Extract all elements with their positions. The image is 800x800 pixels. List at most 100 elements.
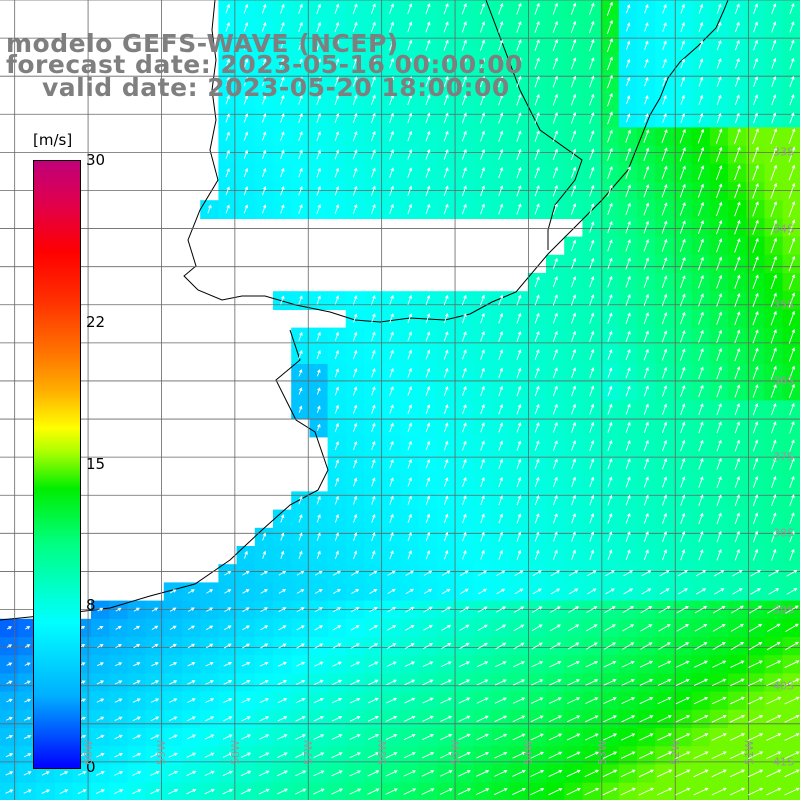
- wind-arrow: [352, 58, 358, 69]
- wind-arrow: [675, 733, 691, 741]
- wind-arrow: [187, 589, 195, 594]
- wind-arrow: [626, 58, 631, 68]
- wind-arrow: [298, 495, 303, 505]
- wind-arrow: [552, 330, 558, 342]
- wind-arrow: [626, 76, 631, 87]
- wind-arrow: [425, 57, 431, 69]
- wind-arrow: [480, 75, 486, 88]
- wind-arrow: [295, 734, 306, 740]
- valid-date: valid date: 2023-05-20 18:00:00: [42, 73, 510, 102]
- wind-arrow: [368, 625, 378, 631]
- wind-arrow: [169, 698, 178, 703]
- wind-arrow: [534, 57, 540, 70]
- wind-arrow: [589, 385, 595, 397]
- wind-arrow: [752, 421, 759, 434]
- wind-arrow: [789, 494, 795, 507]
- wind-arrow: [241, 734, 251, 740]
- wind-arrow: [516, 2, 522, 15]
- wind-arrow: [662, 3, 667, 14]
- wind-arrow: [367, 788, 380, 795]
- wind-arrow: [734, 476, 740, 488]
- wind-arrow: [96, 771, 105, 776]
- wind-arrow: [298, 58, 303, 69]
- wind-arrow: [734, 329, 741, 344]
- wind-arrow: [353, 459, 358, 469]
- wind-arrow: [621, 678, 635, 686]
- wind-arrow: [316, 112, 322, 123]
- wind-arrow: [534, 403, 540, 415]
- wind-arrow: [498, 513, 504, 524]
- wind-arrow: [516, 549, 522, 560]
- wind-arrow: [680, 40, 686, 51]
- wind-arrow: [534, 148, 540, 161]
- wind-arrow: [316, 94, 322, 105]
- wind-arrow: [425, 404, 431, 415]
- wind-arrow: [589, 276, 595, 288]
- wind-arrow: [461, 167, 467, 178]
- wind-arrow: [298, 405, 303, 413]
- wind-arrow: [570, 130, 577, 143]
- wind-arrow: [693, 733, 709, 741]
- wind-arrow: [771, 39, 777, 51]
- wind-arrow: [480, 112, 486, 124]
- wind-arrow: [788, 164, 796, 181]
- wind-arrow: [752, 146, 759, 163]
- wind-arrow: [698, 293, 704, 307]
- wind-arrow: [771, 112, 777, 124]
- wind-arrow: [96, 680, 105, 685]
- wind-arrow: [332, 625, 342, 631]
- wind-arrow: [186, 770, 197, 776]
- wind-arrow: [443, 3, 449, 15]
- wind-arrow: [334, 21, 340, 33]
- wind-arrow: [697, 146, 705, 162]
- wind-arrow: [789, 512, 795, 525]
- wind-arrow: [570, 2, 577, 15]
- wind-arrow: [421, 752, 435, 759]
- model-title: modelo GEFS-WAVE (NCEP): [6, 29, 399, 58]
- wind-arrow: [462, 477, 467, 487]
- wind-arrow: [713, 570, 725, 577]
- wind-arrow: [443, 404, 449, 415]
- wind-arrow: [516, 476, 522, 488]
- wind-arrow: [657, 678, 672, 686]
- wind-arrow: [443, 130, 449, 142]
- wind-arrow: [602, 751, 618, 759]
- wind-arrow: [422, 733, 435, 741]
- wind-arrow: [115, 644, 122, 649]
- wind-arrow: [734, 366, 741, 380]
- wind-arrow: [334, 39, 340, 51]
- wind-arrow: [644, 95, 649, 105]
- wind-arrow: [225, 22, 230, 32]
- wind-arrow: [370, 3, 376, 15]
- wind-arrow: [371, 513, 376, 523]
- wind-arrow: [280, 94, 285, 105]
- wind-arrow: [243, 22, 249, 32]
- wind-arrow: [662, 58, 667, 69]
- wind-arrow: [768, 569, 780, 577]
- wind-arrow: [693, 751, 709, 760]
- wind-arrow: [494, 679, 507, 686]
- wind-arrow: [334, 185, 340, 196]
- wind-arrow: [443, 349, 449, 360]
- wind-arrow: [625, 184, 631, 198]
- wind-arrow: [679, 128, 686, 144]
- wind-arrow: [371, 422, 376, 432]
- wind-arrow: [607, 275, 613, 288]
- wind-arrow: [625, 385, 631, 397]
- wind-arrow: [552, 494, 558, 506]
- wind-arrow: [679, 220, 686, 234]
- wind-arrow: [441, 624, 452, 631]
- wind-arrow: [334, 550, 339, 560]
- wind-arrow: [513, 624, 525, 632]
- wind-arrow: [589, 203, 595, 215]
- wind-arrow: [407, 185, 413, 196]
- wind-arrow: [425, 21, 431, 33]
- wind-arrow: [626, 95, 631, 105]
- wind-arrow: [767, 605, 781, 614]
- wind-arrow: [625, 294, 631, 306]
- wind-arrow: [788, 255, 796, 272]
- wind-arrow: [698, 275, 704, 289]
- wind-arrow: [716, 39, 722, 51]
- longitude-label: 58W: [228, 740, 242, 765]
- wind-arrow: [349, 734, 361, 740]
